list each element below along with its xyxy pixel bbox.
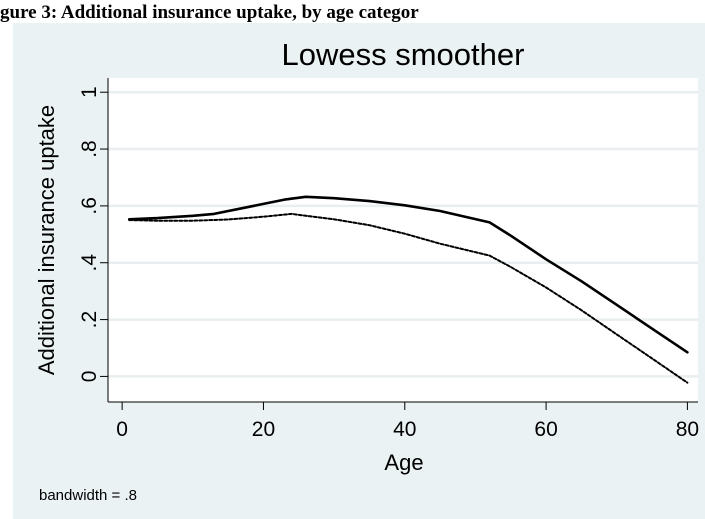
solid-series-line <box>127 195 689 354</box>
y-tick-label: 0 <box>78 371 101 383</box>
y-tick-label: .4 <box>78 254 101 272</box>
y-ticks: 0 .2 .4 .6 .8 1 <box>78 86 108 382</box>
y-tick-label: .2 <box>78 311 101 329</box>
figure-caption: gure 3: Additional insurance uptake, by … <box>0 2 419 23</box>
x-tick-label: 20 <box>252 418 275 441</box>
y-axis-label: Additional insurance uptake <box>34 105 59 375</box>
y-tick-label: .6 <box>78 197 101 215</box>
chart-title: Lowess smoother <box>282 37 525 72</box>
x-tick-label: 0 <box>116 418 128 441</box>
x-tick-label: 40 <box>393 418 416 441</box>
y-tick-label: .8 <box>78 140 101 158</box>
bandwidth-note: bandwidth = .8 <box>39 487 137 504</box>
dashed-series-line <box>128 212 689 384</box>
series-group <box>127 195 689 384</box>
y-tick-label: 1 <box>78 86 101 98</box>
x-tick-label: 60 <box>534 418 557 441</box>
plot-area <box>108 78 698 402</box>
x-axis-label: Age <box>384 450 423 475</box>
x-tick-label: 80 <box>676 418 699 441</box>
x-ticks: 0 20 40 60 80 <box>116 402 699 441</box>
gridlines <box>108 90 698 378</box>
